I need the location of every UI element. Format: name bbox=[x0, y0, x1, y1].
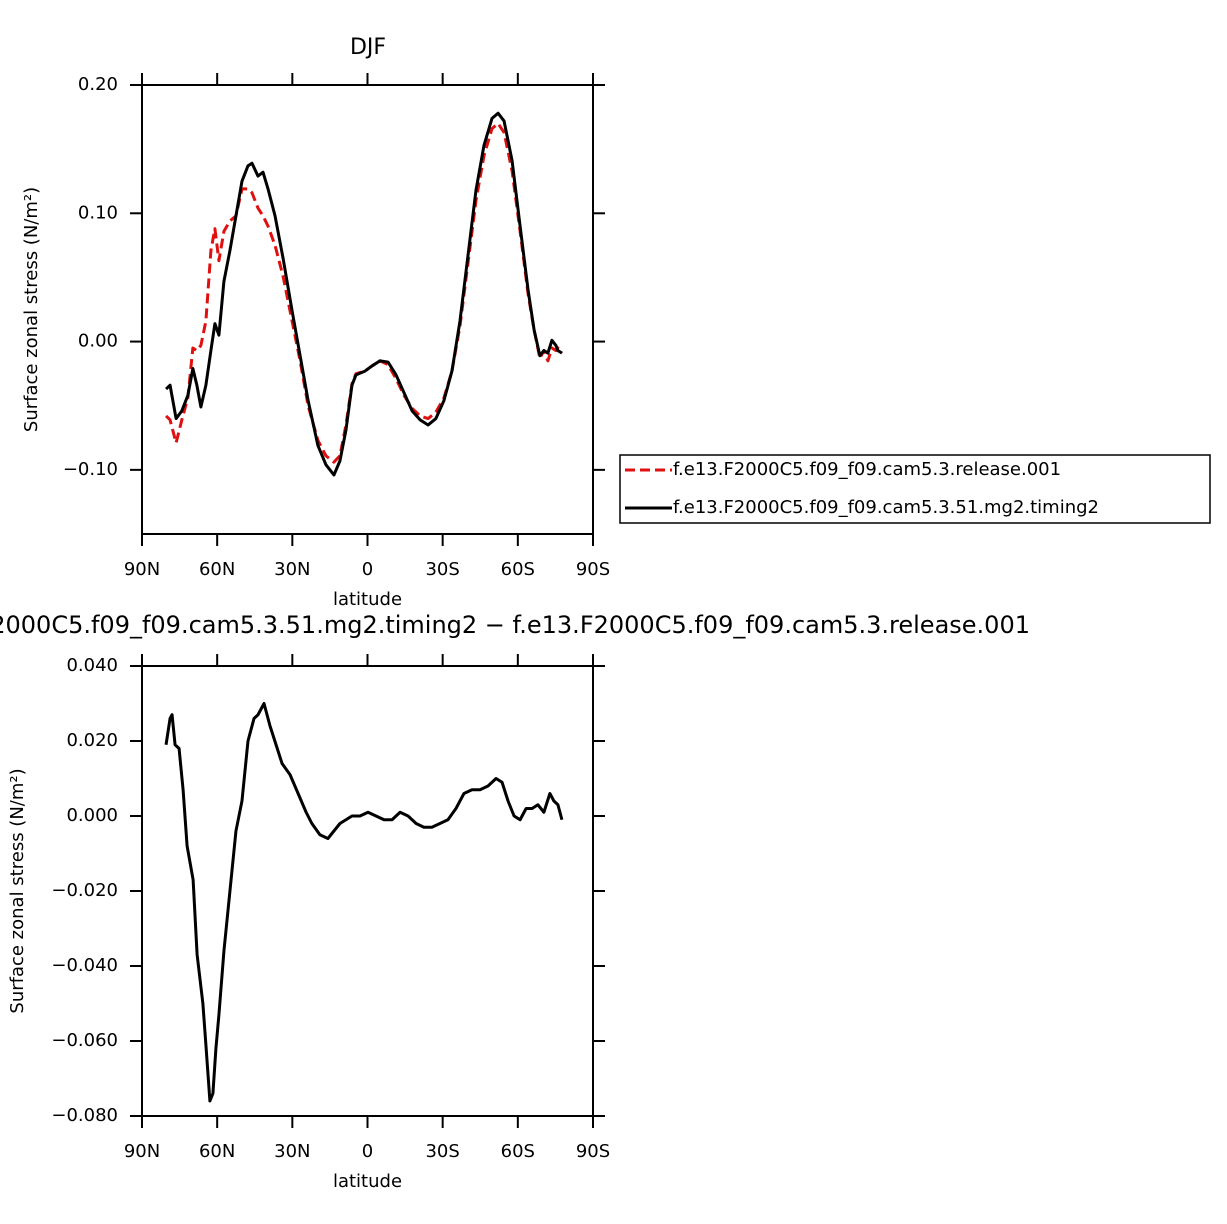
x-tick-label: 0 bbox=[362, 559, 373, 580]
x-tick-label: 90N bbox=[124, 559, 160, 580]
x-tick-label: 90N bbox=[124, 1141, 160, 1162]
plot-frame bbox=[141, 84, 594, 535]
x-tick-label: 30S bbox=[425, 1141, 459, 1162]
chart-title: f.e13.F2000C5.f09_f09.cam5.3.51.mg2.timi… bbox=[0, 611, 1030, 639]
x-tick-label: 60N bbox=[199, 1141, 235, 1162]
y-tick-label: −0.060 bbox=[51, 1030, 118, 1051]
y-tick-label: 0.000 bbox=[66, 805, 118, 826]
y-tick-label: −0.020 bbox=[51, 880, 118, 901]
legend-box bbox=[619, 454, 1211, 524]
y-tick-label: 0.10 bbox=[78, 202, 118, 223]
chart-title: DJF bbox=[350, 35, 386, 60]
x-tick-label: 0 bbox=[362, 1141, 373, 1162]
y-tick-label: 0.20 bbox=[78, 74, 118, 95]
y-tick-label: 0.040 bbox=[66, 655, 118, 676]
y-axis-label: Surface zonal stress (N/m²) bbox=[7, 768, 28, 1013]
x-tick-label: 30N bbox=[274, 1141, 310, 1162]
x-tick-label: 60N bbox=[199, 559, 235, 580]
x-tick-label: 90S bbox=[576, 559, 610, 580]
x-tick-label: 30N bbox=[274, 559, 310, 580]
y-tick-label: −0.080 bbox=[51, 1105, 118, 1126]
legend-label: f.e13.F2000C5.f09_f09.cam5.3.51.mg2.timi… bbox=[673, 497, 1099, 518]
x-tick-label: 30S bbox=[425, 559, 459, 580]
x-axis-label: latitude bbox=[333, 1171, 402, 1192]
plot-frame bbox=[141, 665, 594, 1117]
y-tick-label: −0.10 bbox=[63, 459, 118, 480]
y-tick-label: 0.00 bbox=[78, 331, 118, 352]
x-tick-label: 90S bbox=[576, 1141, 610, 1162]
y-tick-label: −0.040 bbox=[51, 955, 118, 976]
x-tick-label: 60S bbox=[501, 1141, 535, 1162]
data-line bbox=[165, 111, 563, 477]
legend-label: f.e13.F2000C5.f09_f09.cam5.3.release.001 bbox=[673, 459, 1061, 480]
data-line bbox=[164, 702, 564, 1103]
y-axis-label: Surface zonal stress (N/m²) bbox=[21, 187, 42, 432]
y-tick-label: 0.020 bbox=[66, 730, 118, 751]
data-line bbox=[165, 121, 564, 464]
x-tick-label: 60S bbox=[501, 559, 535, 580]
x-axis-label: latitude bbox=[333, 589, 402, 610]
